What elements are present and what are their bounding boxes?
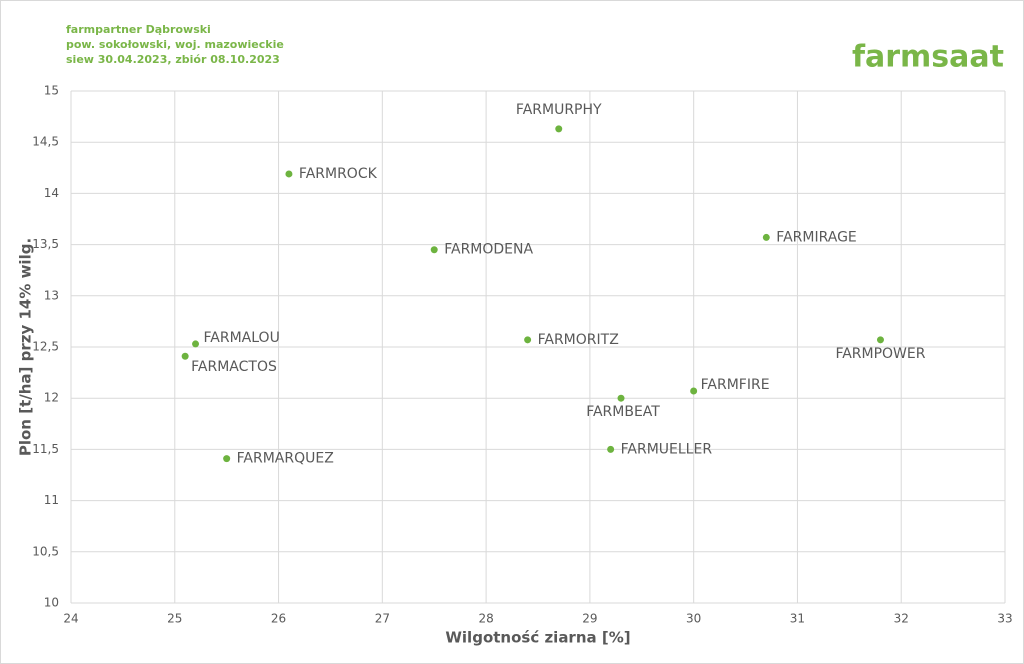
y-tick-label: 13 [44,288,59,302]
chart-subtitle: pow. sokołowski, woj. mazowieckie [66,38,284,51]
point [690,387,698,395]
x-tick-label: 32 [894,612,909,626]
point [762,233,770,241]
point-label: FARMARQUEZ [237,451,334,467]
y-tick-label: 10 [44,596,59,610]
x-tick-label: 24 [63,612,78,626]
point-label: FARMIRAGE [776,229,856,245]
y-tick-label: 10,5 [32,544,59,558]
y-tick-label: 12 [44,391,59,405]
y-tick-label: 11 [44,493,59,507]
point [617,394,625,402]
point-label: FARMACTOS [191,359,277,375]
point [181,352,189,360]
point [555,125,563,133]
point-label: FARMFIRE [701,377,770,393]
point [524,336,532,344]
x-tick-label: 30 [686,612,701,626]
y-axis-title: Plon [t/ha] przy 14% wilg. [17,238,35,456]
point [285,170,293,178]
point-label: FARMALOU [204,330,280,346]
point [876,336,884,344]
point-label: FARMPOWER [835,346,925,362]
chart-title: farmpartner Dąbrowski [66,23,211,36]
logo: farmsaat [852,40,1004,75]
point-label: FARMUELLER [621,441,713,457]
x-axis-title: Wilgotność ziarna [%] [445,629,630,647]
y-tick-label: 12,5 [32,340,59,354]
point-label: FARMODENA [444,242,533,258]
point-label: FARMORITZ [538,332,619,348]
point [430,246,438,254]
point-label: FARMBEAT [586,404,660,420]
x-tick-label: 33 [997,612,1012,626]
point [192,340,200,348]
y-tick-label: 11,5 [32,442,59,456]
point-label: FARMURPHY [516,102,602,118]
point [607,445,615,453]
y-tick-label: 15 [44,84,59,98]
x-tick-label: 25 [167,612,182,626]
y-tick-label: 14 [44,186,59,200]
y-tick-label: 14,5 [32,135,59,149]
chart-subtitle: siew 30.04.2023, zbiór 08.10.2023 [66,53,280,66]
point [223,455,231,463]
x-tick-label: 26 [271,612,286,626]
point-label: FARMROCK [299,166,378,182]
y-tick-label: 13,5 [32,237,59,251]
x-tick-label: 27 [375,612,390,626]
x-tick-label: 29 [582,612,597,626]
x-tick-label: 31 [790,612,805,626]
x-tick-label: 28 [478,612,493,626]
